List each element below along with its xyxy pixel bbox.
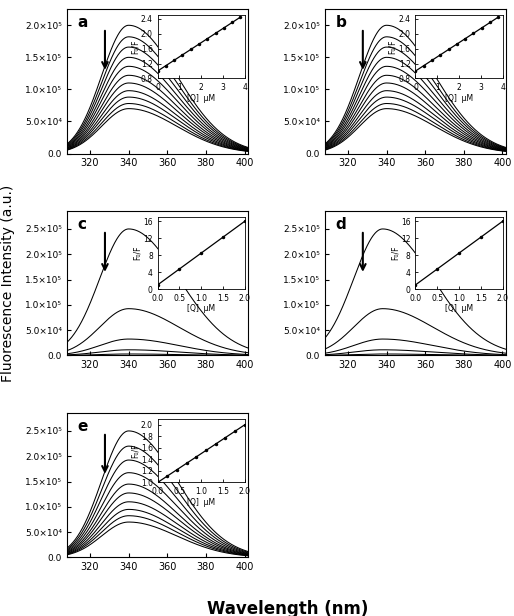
Text: e: e <box>78 419 88 434</box>
Text: Fluorescence Intensity (a.u.): Fluorescence Intensity (a.u.) <box>1 185 15 382</box>
Text: Wavelength (nm): Wavelength (nm) <box>207 599 369 616</box>
Text: c: c <box>78 217 87 232</box>
Text: a: a <box>78 15 88 30</box>
Text: d: d <box>336 217 346 232</box>
Text: b: b <box>336 15 346 30</box>
